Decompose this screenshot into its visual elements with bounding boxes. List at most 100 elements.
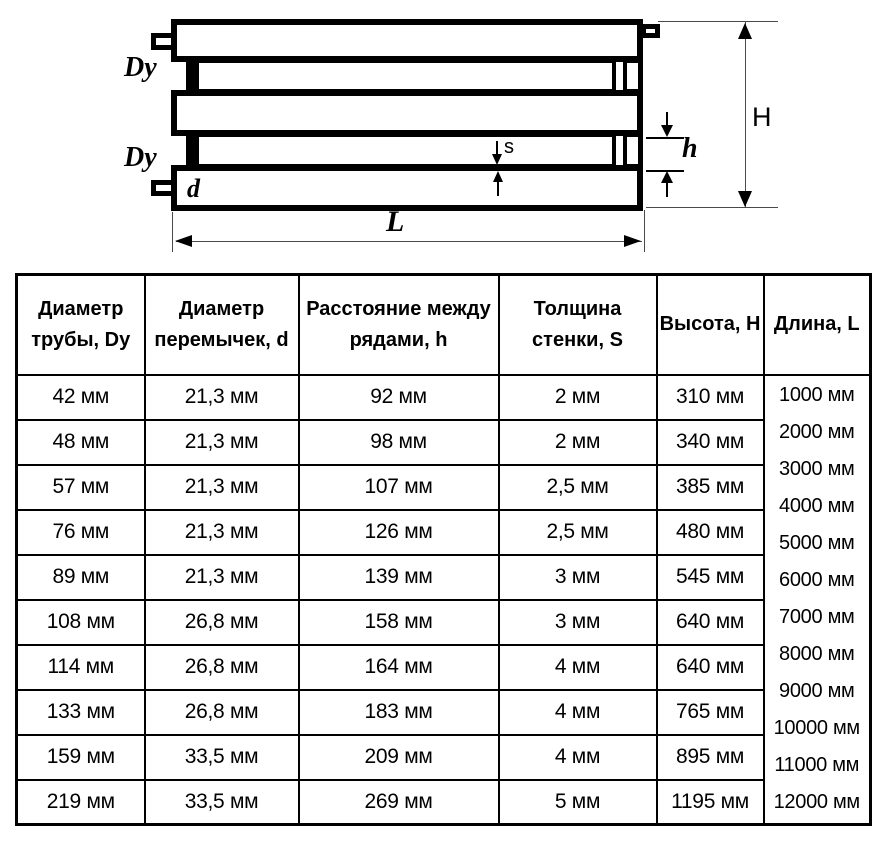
cell-s: 5 мм [497, 778, 658, 826]
cell-s: 4 мм [497, 688, 658, 736]
cell-d: 21,3 мм [143, 373, 300, 421]
cell-h: 139 мм [297, 553, 500, 601]
cell-h: 164 мм [297, 643, 500, 691]
table-row: 76 мм 21,3 мм 126 мм 2,5 мм 480 мм [15, 508, 871, 556]
cell-d: 33,5 мм [143, 778, 300, 826]
down-arrowhead [661, 125, 673, 137]
header-height: Высота, Н [655, 273, 765, 376]
up-arrowhead [738, 23, 752, 39]
table-row: 219 мм 33,5 мм 269 мм 5 мм 1195 мм [15, 778, 871, 826]
dim-wall-stem-top [496, 141, 498, 154]
header-row-spacing: Расстояние между рядами, h [297, 273, 500, 376]
label-dy-top: Dy [124, 52, 157, 83]
right-arrowhead [624, 235, 641, 247]
outlet-stub-top-right [641, 24, 660, 38]
cell-height: 1195 мм [655, 778, 765, 826]
cell-s: 2 мм [497, 373, 658, 421]
header-wall-thickness: Толщина стенки, S [497, 273, 658, 376]
cell-height: 895 мм [655, 733, 765, 781]
cell-h: 183 мм [297, 688, 500, 736]
cell-h: 126 мм [297, 508, 500, 556]
cell-height: 480 мм [655, 508, 765, 556]
label-d: d [187, 174, 200, 203]
cell-dy: 159 мм [15, 733, 146, 781]
cell-d: 21,3 мм [143, 553, 300, 601]
cell-d: 33,5 мм [143, 733, 300, 781]
cell-height: 640 мм [655, 598, 765, 646]
pipe-row-3 [171, 90, 643, 136]
pipe-row-2 [190, 58, 643, 94]
cell-h: 209 мм [297, 733, 500, 781]
cell-dy: 89 мм [15, 553, 146, 601]
pipe-row-5 [171, 165, 643, 211]
dim-h-ext-bottom [646, 207, 778, 208]
cell-s: 2,5 мм [497, 463, 658, 511]
dim-length-ext-left [172, 212, 173, 252]
dim-rowspacing-tick-top [646, 137, 684, 139]
cell-height: 545 мм [655, 553, 765, 601]
cell-d: 26,8 мм [143, 598, 300, 646]
label-H: H [752, 102, 772, 132]
cell-h: 98 мм [297, 418, 500, 466]
dim-h-line [745, 22, 746, 208]
cell-height: 340 мм [655, 418, 765, 466]
jumper-bar-left-upper [186, 60, 199, 93]
cell-s: 3 мм [497, 553, 658, 601]
table-row: 108 мм 26,8 мм 158 мм 3 мм 640 мм [15, 598, 871, 646]
dim-h-ext-top [658, 21, 778, 22]
table-row: 114 мм 26,8 мм 164 мм 4 мм 640 мм [15, 643, 871, 691]
dim-wall-stem-bottom [497, 182, 499, 196]
cell-length-values: 1000 мм 2000 мм 3000 мм 4000 мм 5000 мм … [762, 373, 872, 826]
table-row: 159 мм 33,5 мм 209 мм 4 мм 895 мм [15, 733, 871, 781]
cell-h: 92 мм [297, 373, 500, 421]
cell-h: 107 мм [297, 463, 500, 511]
spec-table-body: 42 мм 21,3 мм 92 мм 2 мм 310 мм 1000 мм … [15, 373, 872, 826]
cell-s: 4 мм [497, 643, 658, 691]
cell-dy: 42 мм [15, 373, 146, 421]
table-row: 42 мм 21,3 мм 92 мм 2 мм 310 мм 1000 мм … [15, 373, 872, 826]
header-length: Длина, L [762, 273, 872, 376]
cell-dy: 219 мм [15, 778, 146, 826]
dim-length-line [176, 241, 642, 242]
cell-s: 4 мм [497, 733, 658, 781]
cell-dy: 76 мм [15, 508, 146, 556]
up-arrowhead [661, 171, 673, 183]
up-arrowhead [493, 171, 503, 182]
cell-height: 640 мм [655, 643, 765, 691]
dim-rowspacing-stem-bottom [666, 183, 668, 197]
jumper-tube-right-upper [612, 62, 627, 90]
cell-dy: 133 мм [15, 688, 146, 736]
label-dy-bottom: Dy [124, 142, 157, 173]
table-row: 48 мм 21,3 мм 98 мм 2 мм 340 мм [15, 418, 871, 466]
table-row: 89 мм 21,3 мм 139 мм 3 мм 545 мм [15, 553, 871, 601]
jumper-tube-right-lower [612, 136, 627, 165]
cell-height: 385 мм [655, 463, 765, 511]
header-row: Диаметр трубы, Dy Диаметр перемычек, d Р… [15, 273, 872, 376]
down-arrowhead [738, 191, 752, 207]
cell-dy: 108 мм [15, 598, 146, 646]
cell-s: 2 мм [497, 418, 658, 466]
cell-d: 26,8 мм [143, 643, 300, 691]
dim-rowspacing-stem-top [666, 112, 668, 126]
header-jumper-diameter: Диаметр перемычек, d [143, 273, 300, 376]
header-pipe-diameter: Диаметр трубы, Dy [15, 273, 146, 376]
label-L: L [386, 205, 405, 238]
cell-height: 765 мм [655, 688, 765, 736]
table-row: 57 мм 21,3 мм 107 мм 2,5 мм 385 мм [15, 463, 871, 511]
jumper-bar-left-lower [186, 134, 199, 167]
cell-height: 310 мм [655, 373, 765, 421]
left-arrowhead [175, 235, 192, 247]
cell-d: 26,8 мм [143, 688, 300, 736]
cell-dy: 57 мм [15, 463, 146, 511]
pipe-row-4 [190, 132, 643, 169]
label-h: h [682, 133, 698, 164]
cell-d: 21,3 мм [143, 508, 300, 556]
cell-d: 21,3 мм [143, 418, 300, 466]
cell-dy: 114 мм [15, 643, 146, 691]
label-s: s [504, 136, 514, 158]
cell-s: 2,5 мм [497, 508, 658, 556]
pipe-row-1 [171, 19, 643, 62]
table-row: 133 мм 26,8 мм 183 мм 4 мм 765 мм [15, 688, 871, 736]
down-arrowhead [492, 154, 502, 165]
